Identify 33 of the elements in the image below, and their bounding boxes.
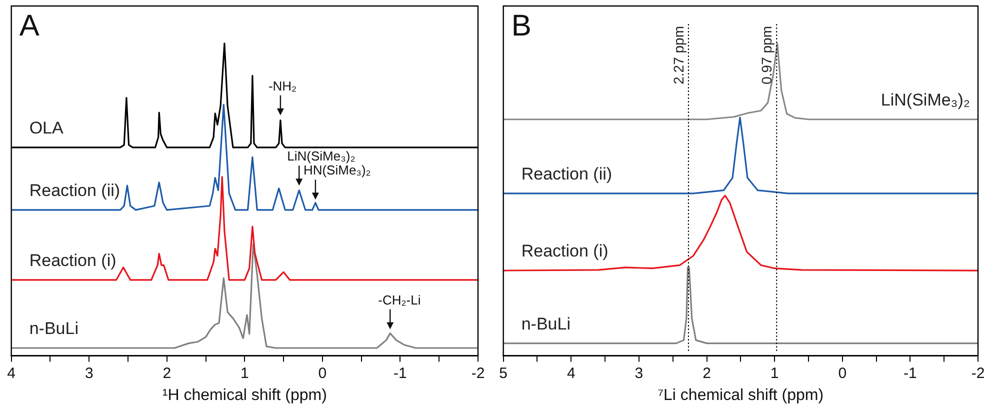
x-tick-label: 2 — [698, 364, 716, 382]
x-axis-title: ¹H chemical shift (ppm) — [162, 386, 327, 404]
x-tick-label: 1 — [236, 364, 254, 382]
annotation: HN(SiMe₃)₂ — [303, 162, 371, 178]
series-label: n-BuLi — [29, 319, 78, 338]
x-tick-label: 1 — [766, 364, 783, 382]
ref-line-label: 0.97 ppm — [758, 26, 774, 84]
x-tick-label: 0 — [834, 364, 851, 382]
x-tick-label: 4 — [562, 364, 580, 382]
annotation: -NH₂ — [268, 78, 297, 94]
series-label: Reaction (ii) — [29, 181, 120, 200]
ref-line-label: 2.27 ppm — [670, 26, 686, 84]
x-tick-label: 0 — [314, 364, 331, 382]
series-label: n-BuLi — [521, 314, 570, 334]
annotation: LiN(SiMe₃)₂ — [287, 148, 356, 164]
text: B — [511, 9, 532, 42]
text: A — [19, 9, 40, 42]
x-tick-label: -1 — [389, 364, 412, 382]
series-label: OLA — [29, 118, 64, 138]
series-label: Reaction (i) — [521, 242, 608, 261]
x-tick-label: 2 — [158, 364, 176, 382]
x-tick-label: -2 — [967, 364, 989, 382]
x-tick-label: 4 — [2, 364, 20, 382]
series-label: Reaction (ii) — [521, 164, 612, 184]
x-tick-label: -2 — [467, 364, 489, 382]
x-axis-title: ⁷Li chemical shift (ppm) — [658, 386, 824, 404]
series-label: Reaction (i) — [29, 251, 116, 270]
series-label: LiN(SiMe₃)₂ — [880, 90, 970, 110]
x-tick-label: -1 — [899, 364, 922, 382]
x-tick-label: 3 — [80, 364, 98, 382]
x-tick-label: 3 — [630, 364, 648, 382]
annotation: -CH₂-Li — [378, 292, 421, 308]
x-tick-label: 5 — [494, 364, 512, 382]
